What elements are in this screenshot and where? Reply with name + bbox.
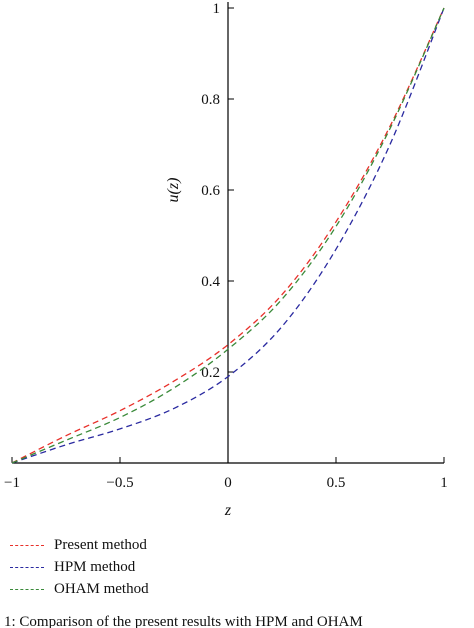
- legend-label-present: Present method: [54, 536, 147, 553]
- series-line-oham: [11, 7, 445, 464]
- line-chart: −1 −0.5 0 0.5 1 0.2 0.4 0.6 0.8 1 z u(z): [4, 1, 448, 519]
- y-tick-label: 0.8: [201, 92, 220, 108]
- y-axis-label: u(z): [165, 178, 182, 203]
- series-line-present: [11, 7, 445, 464]
- ticks: −1 −0.5 0 0.5 1 0.2 0.4 0.6 0.8 1: [4, 1, 448, 491]
- x-tick-label: 1: [440, 475, 448, 491]
- legend-swatch-oham: [10, 588, 44, 590]
- figure-caption: 1: Comparison of the present results wit…: [4, 614, 363, 628]
- legend-item: HPM method: [10, 556, 149, 578]
- legend: Present method HPM method OHAM method: [10, 534, 149, 600]
- legend-label-hpm: HPM method: [54, 558, 136, 575]
- legend-swatch-hpm: [10, 566, 44, 568]
- x-axis-label: z: [224, 502, 232, 519]
- x-tick-label: 0: [224, 475, 232, 491]
- legend-label-oham: OHAM method: [54, 580, 149, 597]
- axes: [12, 2, 444, 464]
- series-lines: [11, 7, 445, 464]
- legend-item: Present method: [10, 534, 149, 556]
- legend-swatch-present: [10, 544, 44, 546]
- y-tick-label: 0.6: [201, 183, 220, 199]
- x-tick-label: 0.5: [327, 475, 346, 491]
- y-tick-label: 0.4: [201, 274, 220, 290]
- legend-item: OHAM method: [10, 578, 149, 600]
- x-tick-label: −1: [4, 475, 20, 491]
- x-tick-label: −0.5: [106, 475, 133, 491]
- y-tick-label: 1: [213, 1, 221, 17]
- y-tick-label: 0.2: [201, 365, 220, 381]
